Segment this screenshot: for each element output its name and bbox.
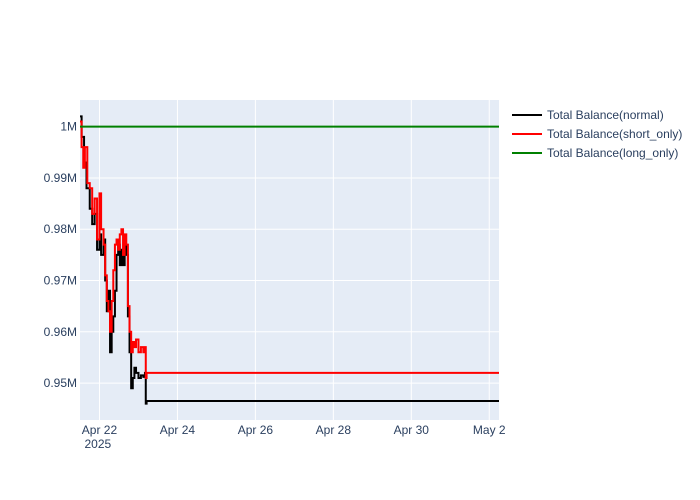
legend-item[interactable]: Total Balance(short_only): [512, 127, 682, 141]
legend[interactable]: Total Balance(normal) Total Balance(short…: [512, 108, 682, 160]
legend-label: Total Balance(long_only): [547, 146, 678, 160]
x-tick-label: Apr 30: [394, 423, 430, 437]
y-tick-label: 1M: [60, 120, 77, 134]
y-tick-label: 0.98M: [44, 222, 77, 236]
y-tick-label: 0.97M: [44, 274, 77, 288]
x-tick-sublabel: 2025: [84, 437, 111, 451]
y-tick-label: 0.99M: [44, 171, 77, 185]
y-axis-ticks: 0.95M 0.96M 0.97M 0.98M 0.99M 1M: [44, 120, 77, 390]
x-tick-label: May 2: [473, 423, 506, 437]
legend-item[interactable]: Total Balance(long_only): [512, 146, 678, 160]
legend-item[interactable]: Total Balance(normal): [512, 108, 664, 122]
x-tick-label: Apr 28: [316, 423, 352, 437]
y-tick-label: 0.95M: [44, 376, 77, 390]
x-tick-label: Apr 26: [238, 423, 274, 437]
x-tick-label: Apr 24: [160, 423, 196, 437]
y-tick-label: 0.96M: [44, 325, 77, 339]
x-tick-label: Apr 22: [82, 423, 118, 437]
legend-label: Total Balance(normal): [547, 108, 664, 122]
legend-label: Total Balance(short_only): [547, 127, 682, 141]
